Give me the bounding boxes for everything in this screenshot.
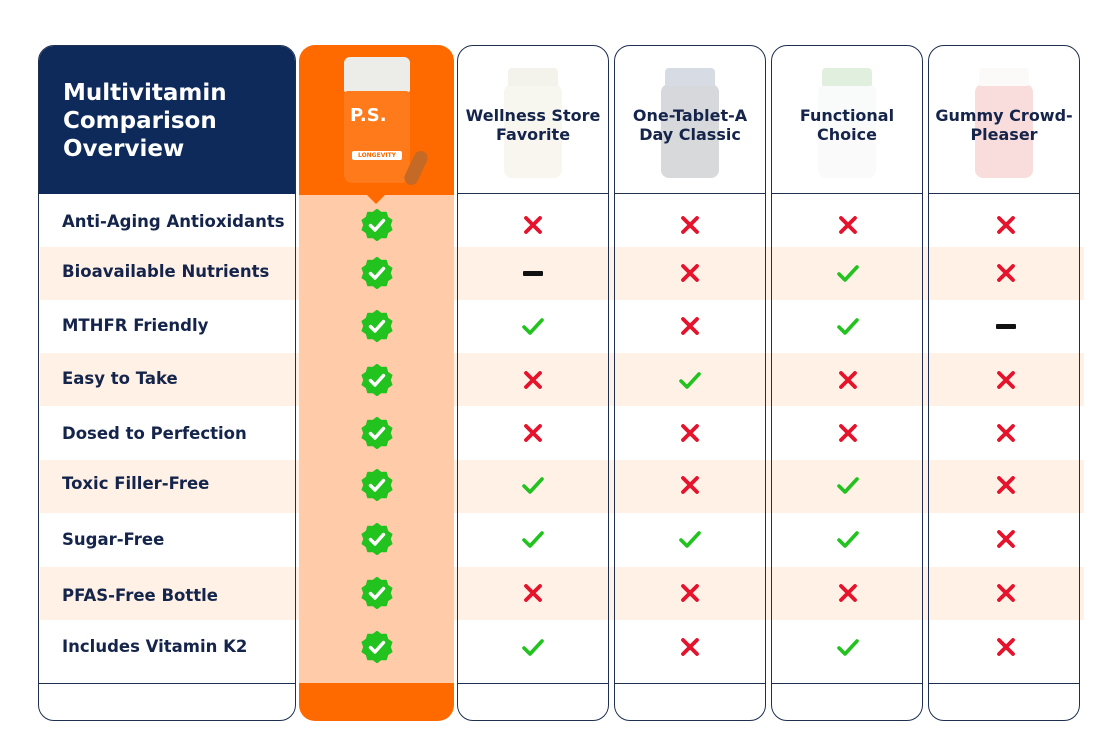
- cross-icon: [836, 213, 860, 237]
- check-icon: [678, 368, 702, 392]
- check-icon: [521, 314, 545, 338]
- row-stripe: [40, 460, 1084, 513]
- faded-product-image: [975, 68, 1033, 178]
- competitor-column: Wellness Store Favorite: [457, 45, 609, 721]
- feature-label: PFAS-Free Bottle: [62, 586, 218, 605]
- competitor-name: One-Tablet-A Day Classic: [632, 106, 748, 144]
- cross-icon: [521, 213, 545, 237]
- check-icon: [836, 314, 860, 338]
- verified-check-badge-icon: [361, 522, 393, 556]
- divider: [615, 193, 765, 194]
- verified-check-badge-icon: [361, 416, 393, 450]
- cross-icon: [994, 368, 1018, 392]
- cross-icon: [994, 581, 1018, 605]
- verified-check-badge-icon: [361, 630, 393, 664]
- faded-product-image: [661, 68, 719, 178]
- check-icon: [836, 261, 860, 285]
- cross-icon: [836, 581, 860, 605]
- cross-icon: [521, 368, 545, 392]
- product-label: LONGEVITY: [352, 151, 402, 160]
- competitor-name: Functional Choice: [799, 106, 895, 144]
- dash-icon: [521, 261, 545, 285]
- cross-icon: [994, 527, 1018, 551]
- cross-icon: [678, 213, 702, 237]
- competitor-name: Gummy Crowd-Pleaser: [935, 106, 1073, 144]
- feature-label: Sugar-Free: [62, 530, 165, 549]
- divider: [929, 683, 1079, 684]
- check-icon: [678, 527, 702, 551]
- verified-check-badge-icon: [361, 468, 393, 502]
- faded-product-image: [818, 68, 876, 178]
- verified-check-badge-icon: [361, 256, 393, 290]
- cross-icon: [994, 635, 1018, 659]
- verified-check-badge-icon: [361, 309, 393, 343]
- cross-icon: [836, 421, 860, 445]
- bottle-jar: [344, 91, 410, 183]
- divider: [929, 193, 1079, 194]
- check-icon: [836, 527, 860, 551]
- cross-icon: [836, 368, 860, 392]
- check-icon: [521, 473, 545, 497]
- feature-label: Easy to Take: [62, 369, 178, 388]
- competitor-column: Functional Choice: [771, 45, 923, 721]
- features-column: Multivitamin Comparison Overview: [38, 45, 296, 721]
- divider: [615, 683, 765, 684]
- title-panel: Multivitamin Comparison Overview: [39, 46, 295, 194]
- row-stripe: [40, 567, 1084, 620]
- faded-product-image: [504, 68, 562, 178]
- cross-icon: [678, 473, 702, 497]
- competitor-column: One-Tablet-A Day Classic: [614, 45, 766, 721]
- row-stripe: [40, 247, 1084, 300]
- check-icon: [836, 635, 860, 659]
- cross-icon: [994, 213, 1018, 237]
- cross-icon: [994, 421, 1018, 445]
- feature-label: MTHFR Friendly: [62, 316, 209, 335]
- dash-icon: [994, 314, 1018, 338]
- check-icon: [521, 635, 545, 659]
- cross-icon: [521, 421, 545, 445]
- check-icon: [521, 527, 545, 551]
- verified-check-badge-icon: [361, 208, 393, 242]
- divider: [39, 683, 295, 684]
- divider: [772, 683, 922, 684]
- feature-label: Includes Vitamin K2: [62, 637, 248, 656]
- divider: [772, 193, 922, 194]
- check-icon: [836, 473, 860, 497]
- verified-check-badge-icon: [361, 576, 393, 610]
- competitor-column: Gummy Crowd-Pleaser: [928, 45, 1080, 721]
- header-pointer: [367, 195, 385, 204]
- product-bottle-image: P.S. LONGEVITY: [344, 57, 410, 183]
- divider: [458, 683, 608, 684]
- cross-icon: [994, 261, 1018, 285]
- row-stripe: [40, 353, 1084, 406]
- feature-label: Dosed to Perfection: [62, 424, 247, 443]
- cross-icon: [678, 581, 702, 605]
- verified-check-badge-icon: [361, 363, 393, 397]
- brand-logo: P.S.: [350, 105, 387, 126]
- cross-icon: [994, 473, 1018, 497]
- feature-label: Bioavailable Nutrients: [62, 262, 270, 281]
- cross-icon: [678, 261, 702, 285]
- bottle-cap: [344, 57, 410, 93]
- feature-label: Toxic Filler-Free: [62, 474, 210, 493]
- feature-label: Anti-Aging Antioxidants: [62, 212, 285, 231]
- cross-icon: [678, 635, 702, 659]
- cross-icon: [678, 421, 702, 445]
- cross-icon: [521, 581, 545, 605]
- cross-icon: [678, 314, 702, 338]
- page-title: Multivitamin Comparison Overview: [63, 80, 227, 162]
- competitor-name: Wellness Store Favorite: [465, 106, 601, 144]
- divider: [458, 193, 608, 194]
